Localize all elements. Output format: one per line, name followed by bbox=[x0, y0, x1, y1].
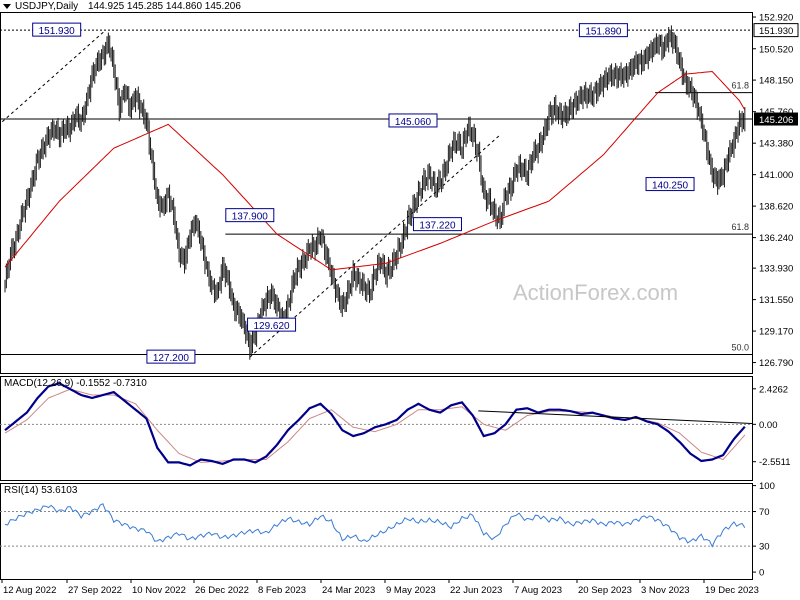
price-y-tick-label: 129.170 bbox=[759, 327, 793, 338]
macd-title: MACD(12,26,9) -0.1552 -0.7310 bbox=[4, 378, 147, 389]
fib-label: 61.8 bbox=[731, 222, 749, 232]
price-annotation-box bbox=[578, 23, 628, 38]
x-tick-label: 22 Jun 2023 bbox=[450, 585, 502, 596]
price-y-tick-label: 126.790 bbox=[759, 358, 793, 369]
collapse-triangle-icon[interactable] bbox=[3, 4, 11, 9]
price-annotation: 129.620 bbox=[253, 321, 290, 332]
x-tick-label: 26 Dec 2022 bbox=[195, 585, 249, 596]
price-annotation: 140.250 bbox=[652, 181, 689, 192]
x-tick-label: 3 Nov 2023 bbox=[641, 585, 690, 596]
price-annotation: 151.890 bbox=[585, 27, 622, 38]
price-annotation: 127.200 bbox=[153, 353, 190, 364]
price-annotation: 137.220 bbox=[419, 221, 456, 232]
price-y-tick-label: 152.920 bbox=[759, 13, 793, 24]
symbol-label: USDJPY,Daily bbox=[15, 1, 78, 12]
current-price-label: 145.206 bbox=[759, 115, 793, 126]
rsi-y-tick-label: 30 bbox=[759, 542, 770, 553]
rsi-plot bbox=[0, 503, 752, 548]
price-y-tick-label: 150.520 bbox=[759, 44, 793, 55]
x-tick-label: 8 Feb 2023 bbox=[258, 585, 306, 596]
x-tick-label: 12 Aug 2022 bbox=[3, 585, 56, 596]
x-tick-label: 10 Nov 2022 bbox=[132, 585, 186, 596]
fib-label: 50.0 bbox=[731, 342, 749, 352]
price-pane bbox=[0, 12, 753, 374]
macd-plot bbox=[0, 382, 752, 467]
price-annotation: 137.900 bbox=[232, 212, 269, 223]
price-annotation-box bbox=[388, 113, 438, 128]
price-y-tick-label: 138.620 bbox=[759, 202, 793, 213]
price-annotation-box bbox=[146, 349, 196, 364]
axes: 152.920150.520148.150145.760143.380141.0… bbox=[1, 13, 799, 596]
x-tick-label: 7 Aug 2023 bbox=[514, 585, 562, 596]
rsi-y-tick-label: 100 bbox=[759, 481, 775, 492]
ohlc-readout: 144.925 145.285 144.860 145.206 bbox=[88, 1, 241, 12]
rsi-line bbox=[4, 503, 746, 548]
price-annotation: 145.060 bbox=[395, 117, 432, 128]
level-price-label: 151.930 bbox=[759, 26, 793, 37]
macd-trendline bbox=[478, 410, 752, 425]
level-price-box bbox=[753, 23, 799, 38]
price-y-tick-label: 148.150 bbox=[759, 76, 793, 87]
watermark: ActionForex.com bbox=[513, 280, 678, 305]
price-y-tick-label: 131.550 bbox=[759, 295, 793, 306]
price-y-tick-label: 143.380 bbox=[759, 139, 793, 150]
x-tick-label: 27 Sep 2022 bbox=[68, 585, 122, 596]
macd-y-tick-label: 2.4262 bbox=[759, 384, 788, 395]
x-tick-label: 9 May 2023 bbox=[386, 585, 436, 596]
macd-y-tick-label: -2.5511 bbox=[759, 457, 791, 468]
x-tick-label: 19 Dec 2023 bbox=[705, 585, 759, 596]
price-annotation: 151.930 bbox=[39, 26, 76, 37]
macd-pane bbox=[0, 376, 753, 481]
price-y-tick-label: 136.240 bbox=[759, 233, 793, 244]
moving-average-line bbox=[4, 70, 746, 271]
price-annotation-box bbox=[645, 177, 695, 192]
rsi-y-tick-label: 70 bbox=[759, 507, 770, 518]
macd-line bbox=[4, 382, 746, 467]
rsi-pane bbox=[0, 483, 753, 580]
fib-label: 61.8 bbox=[731, 81, 749, 91]
price-y-tick-label: 133.930 bbox=[759, 264, 793, 275]
price-annotation-box bbox=[225, 208, 275, 223]
x-tick-label: 24 Mar 2023 bbox=[322, 585, 375, 596]
rsi-y-tick-label: 0 bbox=[759, 568, 764, 579]
trendline bbox=[1, 29, 106, 123]
x-tick-label: 20 Sep 2023 bbox=[578, 585, 632, 596]
current-price-box bbox=[754, 112, 798, 126]
price-annotation-box bbox=[412, 217, 462, 232]
rsi-title: RSI(14) 53.6103 bbox=[4, 485, 78, 496]
price-annotation-box bbox=[247, 317, 297, 332]
macd-y-tick-label: 0.00 bbox=[759, 420, 778, 431]
price-annotation-box bbox=[32, 22, 82, 37]
price-y-tick-label: 141.000 bbox=[759, 170, 793, 181]
price-plot: 61.8 61.8 50.0 151.930 145.060 137.900 137.220… bbox=[0, 22, 752, 364]
